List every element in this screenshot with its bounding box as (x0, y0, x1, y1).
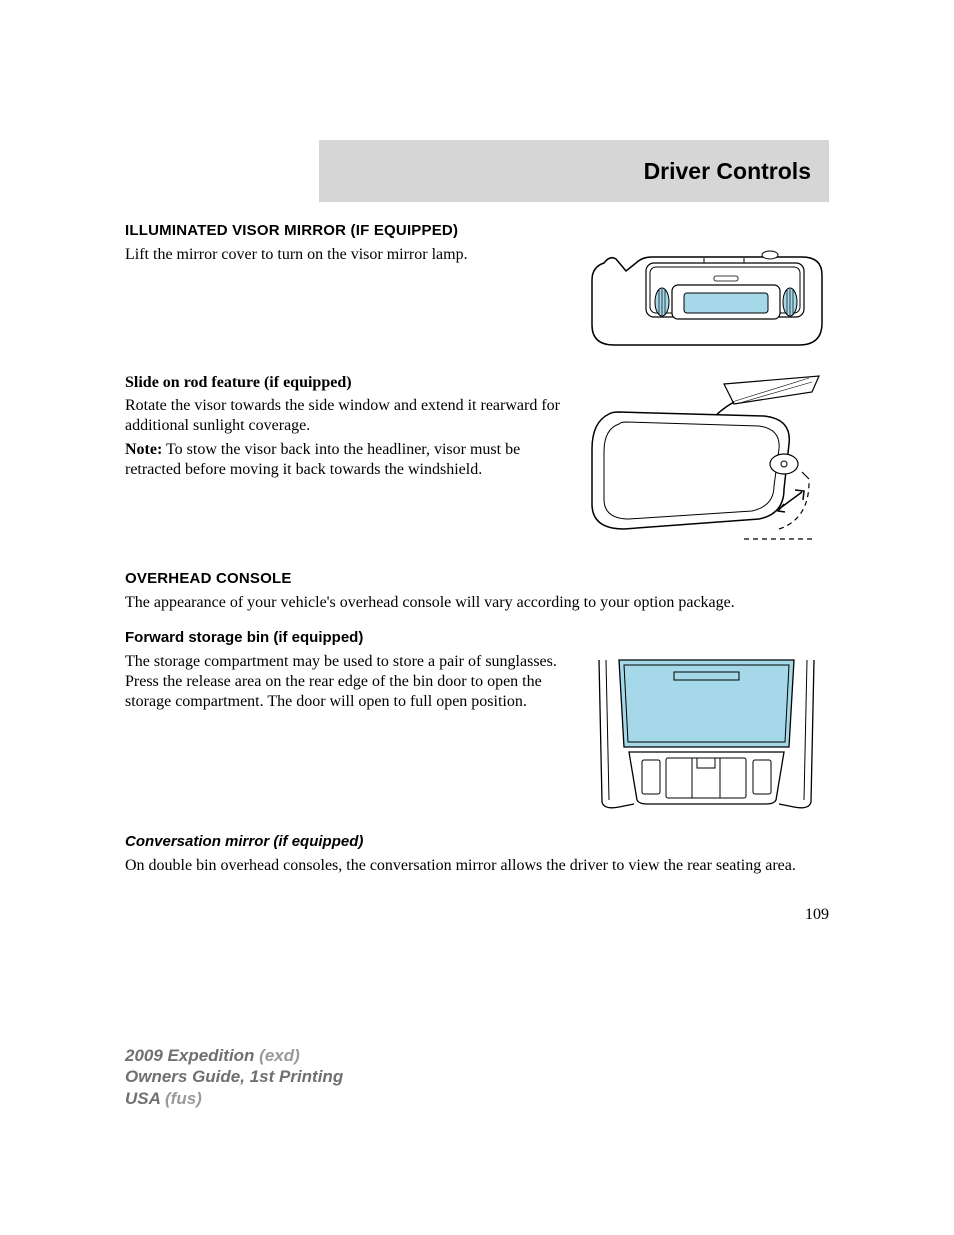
visor-slide-icon (584, 374, 829, 549)
visor-illustration (584, 245, 829, 358)
slide-note: Note: To stow the visor back into the he… (125, 440, 566, 480)
page-number: 109 (125, 906, 829, 924)
footer-line-2: Owners Guide, 1st Printing (125, 1066, 343, 1087)
visor-body: Lift the mirror cover to turn on the vis… (125, 245, 566, 265)
note-body: To stow the visor back into the headline… (125, 441, 520, 478)
forward-bin-text-col: The storage compartment may be used to s… (125, 652, 566, 716)
chapter-header-band: Driver Controls (319, 140, 829, 202)
visor-text-col: Lift the mirror cover to turn on the vis… (125, 245, 566, 269)
footer-model: 2009 Expedition (125, 1046, 259, 1065)
manual-page: Driver Controls ILLUMINATED VISOR MIRROR… (0, 0, 954, 924)
footer-block: 2009 Expedition (exd) Owners Guide, 1st … (125, 1045, 343, 1109)
forward-bin-heading: Forward storage bin (if equipped) (125, 629, 829, 646)
footer-code2: (fus) (165, 1089, 202, 1108)
slide-row: Slide on rod feature (if equipped) Rotat… (125, 374, 829, 554)
slide-illustration (584, 374, 829, 554)
forward-bin-body: The storage compartment may be used to s… (125, 652, 566, 712)
conversation-body: On double bin overhead consoles, the con… (125, 856, 829, 876)
note-label: Note: (125, 441, 162, 458)
visor-row: Lift the mirror cover to turn on the vis… (125, 245, 829, 358)
conversation-heading: Conversation mirror (if equipped) (125, 833, 829, 850)
forward-bin-row: The storage compartment may be used to s… (125, 652, 829, 817)
forward-bin-illustration (584, 652, 829, 817)
visor-mirror-icon (584, 245, 829, 353)
slide-heading: Slide on rod feature (if equipped) (125, 374, 566, 392)
section-heading-overhead: OVERHEAD CONSOLE (125, 570, 829, 587)
section-heading-visor: ILLUMINATED VISOR MIRROR (IF EQUIPPED) (125, 222, 829, 239)
slide-text-col: Slide on rod feature (if equipped) Rotat… (125, 374, 566, 484)
overhead-console-icon (584, 652, 829, 812)
footer-line-1: 2009 Expedition (exd) (125, 1045, 343, 1066)
footer-code1: (exd) (259, 1046, 300, 1065)
footer-line-3: USA (fus) (125, 1088, 343, 1109)
slide-body: Rotate the visor towards the side window… (125, 396, 566, 436)
chapter-title: Driver Controls (644, 158, 811, 185)
overhead-body: The appearance of your vehicle's overhea… (125, 593, 829, 613)
footer-region: USA (125, 1089, 165, 1108)
